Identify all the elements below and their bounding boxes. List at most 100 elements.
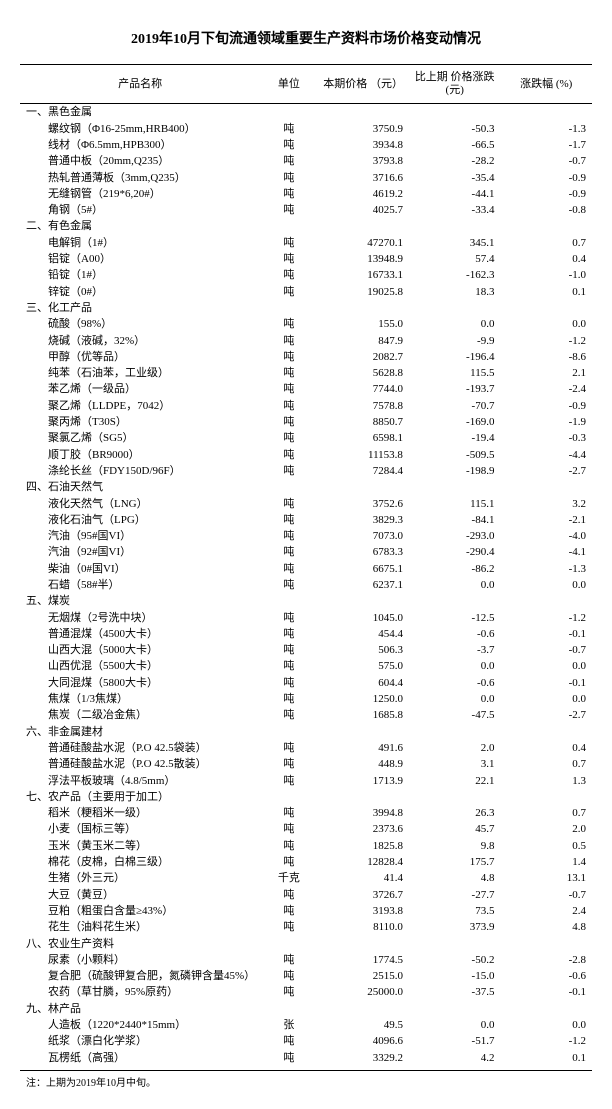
pct: 13.1	[500, 870, 592, 886]
section-heading: 二、有色金属	[20, 218, 592, 234]
delta: 4.2	[409, 1050, 501, 1066]
page-title: 2019年10月下旬流通领域重要生产资料市场价格变动情况	[20, 28, 592, 48]
unit: 吨	[260, 202, 317, 218]
pct: 0.5	[500, 838, 592, 854]
pct: -0.7	[500, 153, 592, 169]
product-name: 聚氯乙烯（SG5）	[20, 430, 260, 446]
product-name: 山西大混（5000大卡）	[20, 642, 260, 658]
delta: -9.9	[409, 333, 501, 349]
unit: 吨	[260, 952, 317, 968]
pct: 0.1	[500, 1050, 592, 1066]
footnote: 注：上期为2019年10月中旬。	[20, 1070, 592, 1089]
price: 4096.6	[317, 1033, 409, 1049]
table-row: 无缝钢管（219*6,20#）吨4619.2-44.1-0.9	[20, 186, 592, 202]
pct: 0.0	[500, 1017, 592, 1033]
price: 6237.1	[317, 577, 409, 593]
data-table: 产品名称 单位 本期价格 （元） 比上期 价格涨跌(元) 涨跌幅 (%) 一、黑…	[20, 64, 592, 1066]
delta: -47.5	[409, 707, 501, 723]
table-row: 普通硅酸盐水泥（P.O 42.5散装）吨448.93.10.7	[20, 756, 592, 772]
unit: 吨	[260, 365, 317, 381]
table-row: 甲醇（优等品）吨2082.7-196.4-8.6	[20, 349, 592, 365]
unit: 吨	[260, 610, 317, 626]
section-heading-cell: 八、农业生产资料	[20, 936, 592, 952]
delta: -66.5	[409, 137, 501, 153]
product-name: 苯乙烯（一级品）	[20, 381, 260, 397]
price: 7073.0	[317, 528, 409, 544]
unit: 吨	[260, 854, 317, 870]
delta: -84.1	[409, 512, 501, 528]
section-heading-cell: 六、非金属建材	[20, 724, 592, 740]
price: 1250.0	[317, 691, 409, 707]
table-row: 普通硅酸盐水泥（P.O 42.5袋装）吨491.62.00.4	[20, 740, 592, 756]
table-row: 山西大混（5000大卡）吨506.3-3.7-0.7	[20, 642, 592, 658]
delta: -290.4	[409, 544, 501, 560]
header-row: 产品名称 单位 本期价格 （元） 比上期 价格涨跌(元) 涨跌幅 (%)	[20, 65, 592, 104]
product-name: 汽油（95#国VI）	[20, 528, 260, 544]
pct: -0.8	[500, 202, 592, 218]
unit: 吨	[260, 1033, 317, 1049]
unit: 吨	[260, 381, 317, 397]
table-row: 顺丁胶（BR9000）吨11153.8-509.5-4.4	[20, 447, 592, 463]
pct: 1.4	[500, 854, 592, 870]
pct: -0.3	[500, 430, 592, 446]
product-name: 电解铜（1#）	[20, 235, 260, 251]
table-row: 农药（草甘膦，95%原药）吨25000.0-37.5-0.1	[20, 984, 592, 1000]
table-row: 小麦（国标三等）吨2373.645.72.0	[20, 821, 592, 837]
pct: -0.7	[500, 887, 592, 903]
delta: 2.0	[409, 740, 501, 756]
unit: 吨	[260, 1050, 317, 1066]
table-row: 线材（Φ6.5mm,HPB300）吨3934.8-66.5-1.7	[20, 137, 592, 153]
unit: 吨	[260, 968, 317, 984]
table-row: 焦炭（二级冶金焦）吨1685.8-47.5-2.7	[20, 707, 592, 723]
unit: 吨	[260, 235, 317, 251]
unit: 吨	[260, 349, 317, 365]
product-name: 石蜡（58#半）	[20, 577, 260, 593]
price: 8850.7	[317, 414, 409, 430]
pct: -0.9	[500, 170, 592, 186]
product-name: 纯苯（石油苯，工业级）	[20, 365, 260, 381]
section-heading: 九、林产品	[20, 1001, 592, 1017]
delta: 115.1	[409, 496, 501, 512]
pct: 3.2	[500, 496, 592, 512]
table-row: 汽油（95#国VI）吨7073.0-293.0-4.0	[20, 528, 592, 544]
section-heading-cell: 一、黑色金属	[20, 104, 592, 121]
delta: 9.8	[409, 838, 501, 854]
product-name: 浮法平板玻璃（4.8/5mm）	[20, 773, 260, 789]
delta: -50.2	[409, 952, 501, 968]
pct: -2.4	[500, 381, 592, 397]
unit: 吨	[260, 740, 317, 756]
price: 8110.0	[317, 919, 409, 935]
delta: -0.6	[409, 626, 501, 642]
pct: -2.7	[500, 707, 592, 723]
col-delta: 比上期 价格涨跌(元)	[409, 65, 501, 104]
unit: 吨	[260, 512, 317, 528]
product-name: 尿素（小颗料）	[20, 952, 260, 968]
section-heading-cell: 七、农产品（主要用于加工）	[20, 789, 592, 805]
unit: 吨	[260, 316, 317, 332]
section-heading: 四、石油天然气	[20, 479, 592, 495]
delta: 73.5	[409, 903, 501, 919]
unit: 吨	[260, 430, 317, 446]
product-name: 铅锭（1#）	[20, 267, 260, 283]
delta: -198.9	[409, 463, 501, 479]
pct: 0.7	[500, 756, 592, 772]
delta: -50.3	[409, 121, 501, 137]
price: 3726.7	[317, 887, 409, 903]
pct: 0.7	[500, 235, 592, 251]
pct: -0.1	[500, 984, 592, 1000]
unit: 吨	[260, 121, 317, 137]
product-name: 无烟煤（2号洗中块）	[20, 610, 260, 626]
delta: -15.0	[409, 968, 501, 984]
unit: 吨	[260, 903, 317, 919]
pct: -0.9	[500, 186, 592, 202]
pct: 2.1	[500, 365, 592, 381]
unit: 吨	[260, 773, 317, 789]
price: 11153.8	[317, 447, 409, 463]
pct: -1.2	[500, 1033, 592, 1049]
pct: 0.4	[500, 251, 592, 267]
pct: 2.0	[500, 821, 592, 837]
price: 25000.0	[317, 984, 409, 1000]
delta: -51.7	[409, 1033, 501, 1049]
pct: 0.1	[500, 284, 592, 300]
price: 1774.5	[317, 952, 409, 968]
